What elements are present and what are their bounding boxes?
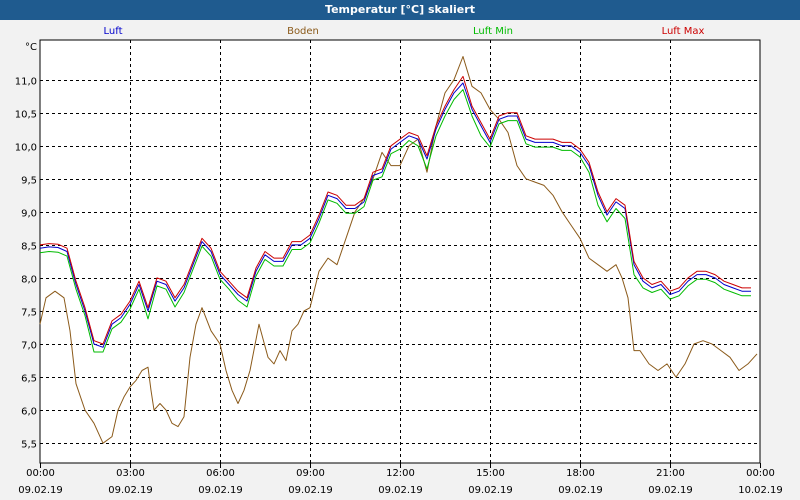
- x-tick-time: 12:00: [386, 468, 415, 479]
- y-tick-label: 5,5: [21, 440, 37, 451]
- y-tick-label: 7,5: [21, 308, 37, 319]
- y-tick-label: 10,0: [15, 143, 37, 154]
- y-tick-label: 9,5: [21, 176, 37, 187]
- x-tick-date: 09.02.19: [288, 485, 333, 496]
- y-tick-label: 8,5: [21, 242, 37, 253]
- series-line-luft-min: [39, 89, 751, 353]
- y-tick-label: 10,5: [15, 110, 37, 121]
- x-tick-time: 06:00: [206, 468, 235, 479]
- x-tick-date: 09.02.19: [378, 485, 423, 496]
- y-tick-label: 7,0: [21, 341, 37, 352]
- x-tick-time: 00:00: [26, 468, 55, 479]
- x-tick-date: 10.02.19: [738, 485, 783, 496]
- x-tick-date: 09.02.19: [198, 485, 243, 496]
- x-tick-date: 09.02.19: [648, 485, 693, 496]
- legend-luft: Luft: [104, 26, 123, 37]
- x-tick-time: 21:00: [656, 468, 685, 479]
- legend-boden: Boden: [287, 26, 319, 37]
- legend-luft-min: Luft Min: [473, 26, 513, 37]
- window-title-bar: Temperatur [°C] skaliert: [0, 0, 800, 20]
- series-line-luft: [39, 82, 751, 348]
- y-axis-unit: °C: [25, 42, 37, 53]
- x-tick-date: 09.02.19: [18, 485, 63, 496]
- x-tick-time: 00:00: [746, 468, 775, 479]
- series-line-luft-max: [39, 75, 751, 345]
- x-tick-date: 09.02.19: [558, 485, 603, 496]
- y-tick-label: 6,0: [21, 407, 37, 418]
- y-tick-label: 11,0: [15, 77, 37, 88]
- legend-luft-max: Luft Max: [662, 26, 705, 37]
- x-tick-time: 15:00: [476, 468, 505, 479]
- x-tick-date: 09.02.19: [468, 485, 513, 496]
- x-tick-date: 09.02.19: [108, 485, 153, 496]
- y-tick-label: 9,0: [21, 209, 37, 220]
- x-tick-time: 03:00: [116, 468, 145, 479]
- y-tick-label: 6,5: [21, 374, 37, 385]
- series-line-boden: [39, 56, 758, 444]
- y-tick-label: 8,0: [21, 275, 37, 286]
- window-title: Temperatur [°C] skaliert: [325, 3, 475, 16]
- x-tick-time: 09:00: [296, 468, 325, 479]
- x-tick-time: 18:00: [566, 468, 595, 479]
- temperature-chart: 5,5 6,0 6,5 7,0 7,5 8,0 8,5 9,0 9,5 10,0 10,5 11,0 0…: [15, 26, 783, 496]
